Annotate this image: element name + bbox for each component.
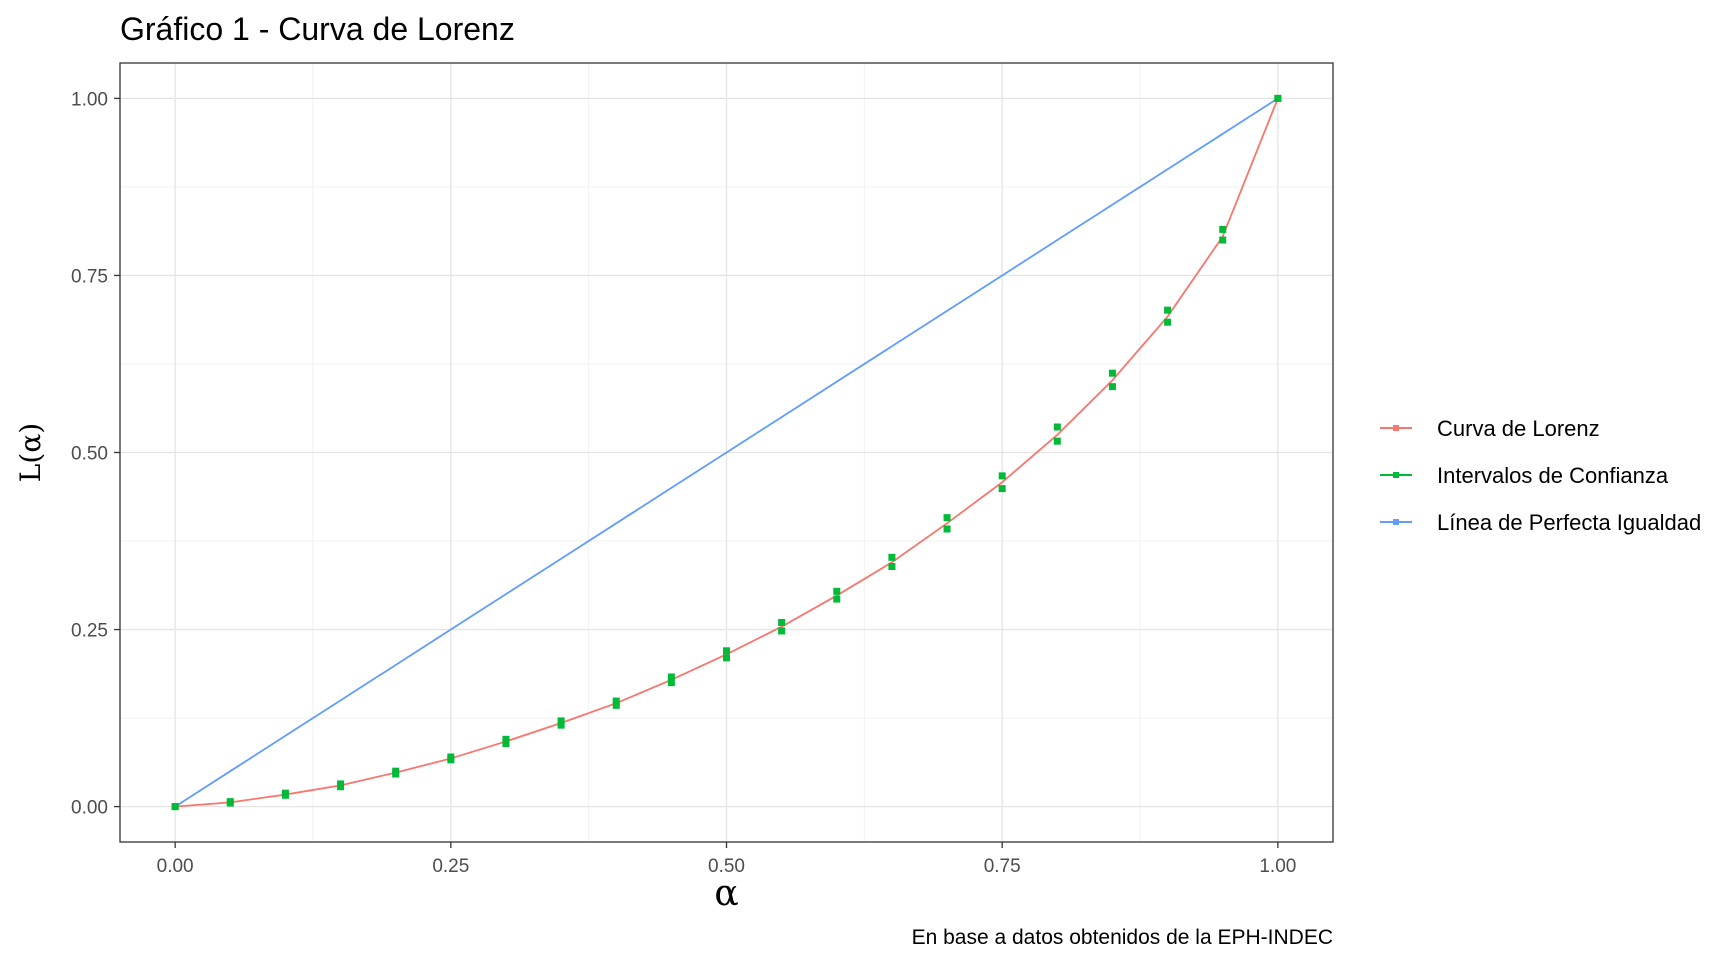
ci-lower-point: [833, 595, 841, 603]
ci-upper-point: [226, 798, 234, 806]
ci-lower-point: [998, 485, 1006, 493]
x-tick-label: 1.00: [1259, 856, 1296, 877]
ci-upper-point: [1164, 306, 1172, 314]
ci-lower-point: [1164, 318, 1172, 326]
ci-upper-point: [833, 587, 841, 595]
equality-line: [174, 97, 1279, 808]
ci-upper-point: [337, 780, 345, 788]
ci-upper-point: [888, 553, 896, 561]
ci-lower-point: [723, 654, 730, 662]
ci-upper-point: [447, 753, 455, 761]
ci-lower-point: [612, 701, 620, 709]
ci-upper-point: [943, 514, 951, 522]
ci-lower-point: [943, 525, 951, 533]
axes: 0.00 0.25 0.50 0.75 1.00 0.00 0.25 0.50 0.75 1.00: [71, 89, 1296, 877]
x-axis-title: α: [714, 873, 738, 914]
legend-label: Línea de Perfecta Igualdad: [1437, 510, 1701, 535]
ci-upper-point: [778, 618, 786, 626]
legend-key-point: [1393, 472, 1399, 478]
legend: Curva de Lorenz Intervalos de Confianza Lí…: [1380, 416, 1701, 535]
ci-upper-point: [392, 767, 400, 775]
ci-lower-point: [1108, 383, 1116, 391]
legend-key-point: [1393, 519, 1399, 525]
x-tick-label: 0.50: [708, 856, 745, 877]
ci-upper-point: [1219, 225, 1227, 233]
ci-lower-point: [1219, 236, 1227, 244]
ci-lower-point: [557, 721, 565, 729]
ci-upper-point: [171, 803, 179, 811]
ci-upper-point: [998, 472, 1006, 480]
ci-upper-point: [502, 735, 510, 743]
x-tick-label: 0.75: [984, 856, 1021, 877]
ci-lower-point: [888, 563, 896, 571]
y-axis-title: L(α): [14, 423, 47, 482]
ci-upper-point: [1108, 369, 1116, 377]
x-tick-label: 0.25: [432, 856, 469, 877]
ci-upper-point: [667, 673, 675, 681]
y-tick-label: 0.50: [71, 444, 108, 465]
ci-upper-point: [1274, 94, 1282, 102]
chart-caption: En base a datos obtenidos de la EPH-INDE…: [912, 926, 1333, 949]
ci-upper-point: [281, 789, 289, 797]
y-tick-label: 0.00: [71, 798, 108, 819]
ci-lower-point: [1053, 437, 1061, 445]
ci-upper-point: [723, 647, 730, 655]
legend-key-point: [1393, 425, 1399, 431]
ci-lower-point: [778, 627, 786, 635]
x-tick-label: 0.00: [157, 856, 194, 877]
y-tick-label: 1.00: [71, 89, 108, 110]
y-tick-label: 0.75: [71, 266, 108, 287]
legend-label: Curva de Lorenz: [1437, 416, 1600, 441]
series-layer: [171, 94, 1282, 811]
ci-upper-point: [557, 717, 565, 725]
ci-lower-point: [667, 679, 675, 687]
y-tick-label: 0.25: [71, 621, 108, 642]
ci-upper-point: [1053, 423, 1061, 431]
ci-upper-point: [612, 697, 620, 705]
chart-title: Gráfico 1 - Curva de Lorenz: [120, 11, 515, 47]
lorenz-curve-line: [175, 98, 1279, 808]
ci-lower-point: [502, 740, 510, 748]
legend-label: Intervalos de Confianza: [1437, 463, 1669, 488]
